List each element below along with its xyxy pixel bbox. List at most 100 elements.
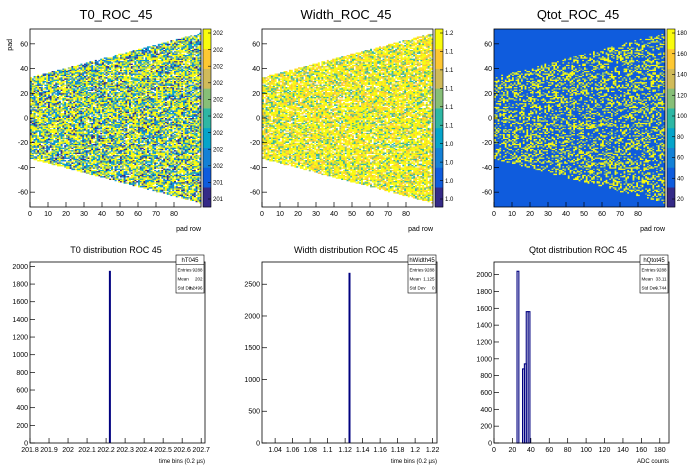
heatmap-cell <box>39 99 41 100</box>
heatmap-cell <box>41 148 43 149</box>
heatmap-cell <box>44 78 46 79</box>
heatmap-cell <box>46 149 48 150</box>
heatmap-cell <box>62 72 64 73</box>
heatmap-cell <box>37 95 39 96</box>
heatmap-cell <box>71 119 73 120</box>
heatmap-cell <box>55 133 57 134</box>
heatmap-cell <box>37 151 39 152</box>
heatmap-cell <box>50 133 52 134</box>
heatmap-cell <box>73 143 75 144</box>
heatmap-cell <box>53 98 55 99</box>
heatmap-cell <box>73 128 75 129</box>
heatmap-cell <box>68 85 70 86</box>
heatmap-cell <box>62 130 64 131</box>
heatmap-cell <box>35 139 37 140</box>
heatmap-cell <box>70 139 72 140</box>
chart-title: T0_ROC_45 <box>80 7 153 22</box>
heatmap-cell <box>75 106 77 107</box>
heatmap-cell <box>71 106 73 107</box>
heatmap-cell <box>61 72 63 73</box>
heatmap-cell <box>50 139 52 140</box>
heatmap-cell <box>35 106 37 107</box>
heatmap-cell <box>37 124 39 125</box>
heatmap-cell <box>32 108 34 109</box>
heatmap-cell <box>68 138 70 139</box>
heatmap-cell <box>48 86 50 87</box>
heatmap-cell <box>64 151 66 152</box>
heatmap-cell <box>64 71 66 72</box>
heatmap-cell <box>41 158 43 159</box>
heatmap-cell <box>73 130 75 131</box>
heatmap-cell <box>70 86 72 87</box>
heatmap-cell <box>46 153 48 154</box>
heatmap-cell <box>43 161 45 162</box>
heatmap-cell <box>68 161 70 162</box>
heatmap-cell <box>75 77 77 78</box>
heatmap-cell <box>66 124 68 125</box>
heatmap-cell <box>50 96 52 97</box>
heatmap-cell <box>32 144 34 145</box>
heatmap-cell <box>39 128 41 129</box>
heatmap-cell <box>46 91 48 92</box>
heatmap-cell <box>48 97 50 98</box>
heatmap-cell <box>70 81 72 82</box>
heatmap-cell <box>61 77 63 78</box>
heatmap-cell <box>55 164 57 165</box>
heatmap-cell <box>34 146 36 147</box>
heatmap-cell <box>32 113 34 114</box>
heatmap-cell <box>34 137 36 138</box>
heatmap-cell <box>50 141 52 142</box>
heatmap-cell <box>62 101 64 102</box>
heatmap-cell <box>70 112 72 113</box>
heatmap-cell <box>32 153 34 154</box>
heatmap-cell <box>46 107 48 108</box>
heatmap-cell <box>34 128 36 129</box>
heatmap-cell <box>35 95 37 96</box>
heatmap-cell <box>44 77 46 78</box>
heatmap-cell <box>55 149 57 150</box>
heatmap-cell <box>37 104 39 105</box>
heatmap-cell <box>68 148 70 149</box>
heatmap-cell <box>59 146 61 147</box>
heatmap-cell <box>44 132 46 133</box>
heatmap-cell <box>50 90 52 91</box>
heatmap-cell <box>39 160 41 161</box>
heatmap-cell <box>73 98 75 99</box>
heatmap-cell <box>53 132 55 133</box>
heatmap-cell <box>71 95 73 96</box>
heatmap-cell <box>50 159 52 160</box>
heatmap-cell <box>46 148 48 149</box>
heatmap-cell <box>73 167 75 168</box>
heatmap-cell <box>71 97 73 98</box>
heatmap-cell <box>44 151 46 152</box>
heatmap-cell <box>73 116 75 117</box>
heatmap-cell <box>66 167 68 168</box>
heatmap-cell <box>55 93 57 94</box>
heatmap-cell <box>68 99 70 100</box>
heatmap-cell <box>71 66 73 67</box>
heatmap-cell <box>64 106 66 107</box>
heatmap-cell <box>35 97 37 98</box>
heatmap-cells <box>30 33 201 204</box>
heatmap-cell <box>57 137 59 138</box>
heatmap-cell <box>48 132 50 133</box>
heatmap-cell <box>46 127 48 128</box>
heatmap-cell <box>46 99 48 100</box>
heatmap-cell <box>37 90 39 91</box>
heatmap-cell <box>37 75 39 76</box>
heatmap-cell <box>32 116 34 117</box>
heatmap-cell <box>52 151 54 152</box>
heatmap-cell <box>59 113 61 114</box>
heatmap-cell <box>64 146 66 147</box>
heatmap-cell <box>57 149 59 150</box>
heatmap-cell <box>64 90 66 91</box>
heatmap-cell <box>59 137 61 138</box>
heatmap-cell <box>66 123 68 124</box>
heatmap-cell <box>57 156 59 157</box>
heatmap-cell <box>75 156 77 157</box>
heatmap-cell <box>53 78 55 79</box>
heatmap-cell <box>55 74 57 75</box>
heatmap-cell <box>57 164 59 165</box>
heatmap-cell <box>71 153 73 154</box>
heatmap-cell <box>70 156 72 157</box>
